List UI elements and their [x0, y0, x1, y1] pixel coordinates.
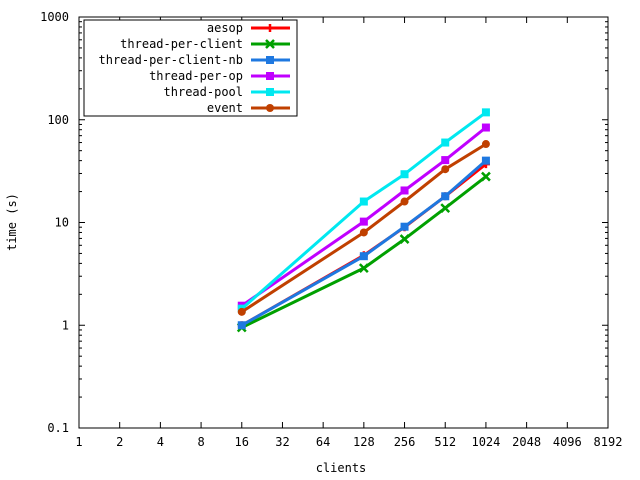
data-point [481, 156, 490, 165]
data-point [400, 222, 409, 231]
data-point [359, 252, 368, 261]
series-thread-per-client-nb [237, 156, 490, 330]
series-thread-per-op [237, 123, 490, 310]
x-tick-label: 8192 [594, 435, 623, 449]
data-point [441, 192, 450, 201]
x-tick-label: 32 [275, 435, 289, 449]
x-axis-label: clients [316, 461, 367, 475]
data-point [481, 171, 491, 182]
x-tick-label: 128 [353, 435, 375, 449]
data-point [481, 108, 490, 117]
data-point [481, 123, 490, 132]
legend-label: thread-per-op [149, 69, 243, 83]
legend-label: thread-per-client [120, 37, 243, 51]
x-tick-label: 512 [434, 435, 456, 449]
legend: aesop thread-per-client thread-per-client-… [83, 19, 298, 117]
legend-label: thread-pool [164, 85, 243, 99]
data-point [359, 197, 368, 206]
legend-box [83, 19, 298, 117]
data-point [237, 321, 246, 330]
data-point [237, 307, 246, 316]
data-point [481, 140, 490, 149]
x-tick-label: 1 [75, 435, 82, 449]
y-tick-label: 10 [55, 216, 69, 230]
x-tick-label: 256 [394, 435, 416, 449]
legend-marker [266, 56, 274, 64]
data-point [359, 217, 368, 226]
legend-label: aesop [207, 21, 243, 35]
legend-marker [266, 88, 274, 96]
series-line [240, 126, 487, 307]
series-line [240, 142, 487, 314]
data-point [441, 138, 450, 147]
x-tick-label: 4 [157, 435, 164, 449]
series-aesop [237, 160, 490, 330]
series-group [236, 108, 491, 333]
series-line [241, 162, 487, 327]
legend-marker [266, 104, 274, 112]
y-axis-ticks: 0.1 1 10 100 1000 [40, 10, 608, 435]
x-tick-label: 4096 [553, 435, 582, 449]
y-axis-label: time (s) [5, 193, 19, 251]
data-point [441, 156, 450, 165]
x-tick-label: 8 [197, 435, 204, 449]
data-point [441, 165, 450, 174]
y-tick-label: 0.1 [47, 421, 69, 435]
data-point [358, 263, 369, 273]
legend-marker [265, 39, 275, 49]
y-tick-label: 1000 [40, 10, 69, 24]
x-tick-label: 2 [116, 435, 123, 449]
y-tick-label: 100 [47, 113, 69, 127]
legend-label: event [207, 101, 243, 115]
series-event [237, 140, 490, 316]
y-tick-label: 1 [62, 318, 69, 332]
x-tick-label: 1024 [471, 435, 500, 449]
data-point [400, 186, 409, 195]
legend-marker [266, 24, 274, 32]
data-point [400, 170, 409, 179]
x-tick-label: 64 [316, 435, 330, 449]
x-tick-label: 2048 [512, 435, 541, 449]
data-point [399, 234, 410, 244]
legend-marker [266, 72, 274, 80]
data-point [400, 197, 409, 206]
data-point [440, 203, 451, 214]
series-line [241, 159, 487, 327]
x-tick-label: 16 [235, 435, 249, 449]
legend-label: thread-per-client-nb [99, 53, 244, 67]
data-point [359, 228, 368, 237]
